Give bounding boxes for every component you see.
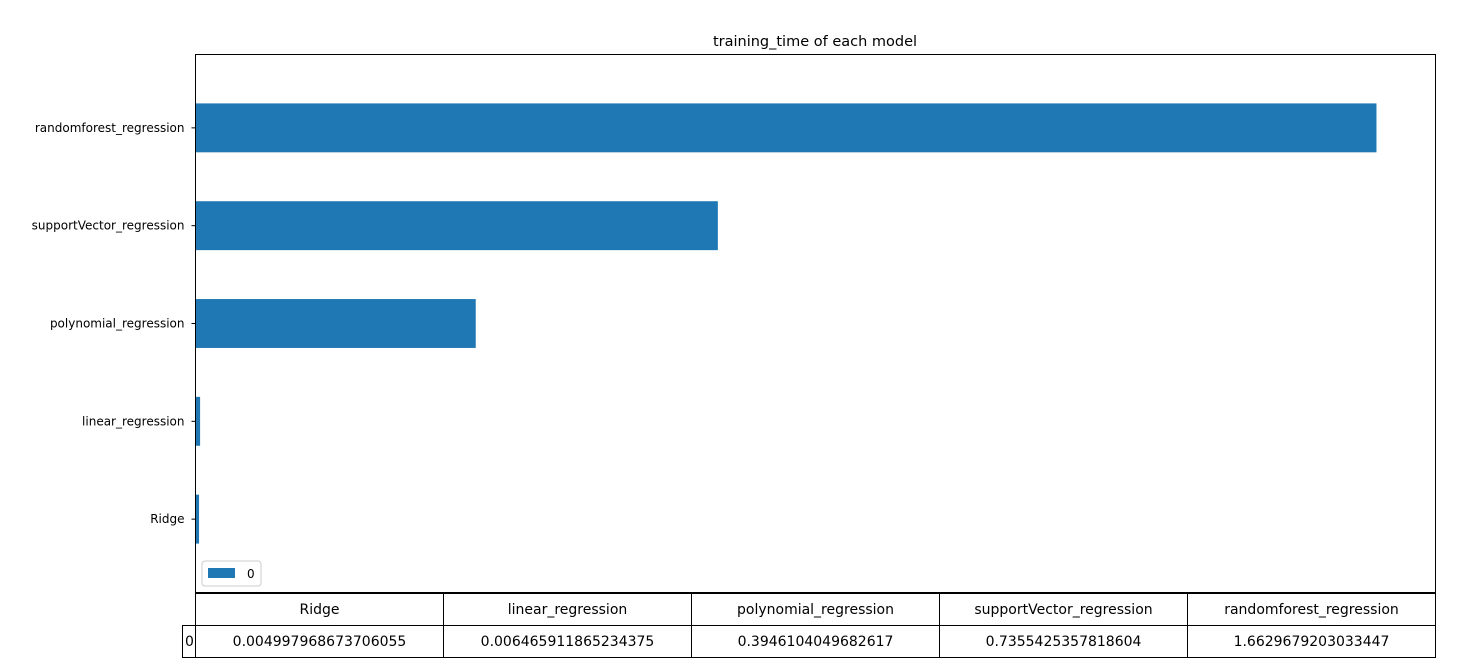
table-header-cell: Ridge <box>195 593 444 626</box>
bar-linear_regression <box>195 396 201 446</box>
table-cell: 0.006465911865234375 <box>443 625 692 658</box>
table-header-cell: polynomial_regression <box>691 593 940 626</box>
table-header-cell: randomforest_regression <box>1187 593 1436 626</box>
table-header-cell: linear_regression <box>443 593 692 626</box>
table-cell: 0.004997968673706055 <box>195 625 444 658</box>
table-cell: 1.6629679203033447 <box>1187 625 1436 658</box>
table-cell: 0.7355425357818604 <box>939 625 1188 658</box>
bar-Ridge <box>195 494 200 544</box>
table-header-cell: supportVector_regression <box>939 593 1188 626</box>
data-table: Ridge linear_regression polynomial_regre… <box>182 593 1436 658</box>
y-tick-label: Ridge <box>150 512 184 526</box>
legend-label: 0 <box>247 567 255 581</box>
bars-group <box>195 103 1377 544</box>
y-tick-label: linear_regression <box>82 414 184 428</box>
legend-swatch <box>208 568 235 578</box>
table-cell: 0.3946104049682617 <box>691 625 940 658</box>
y-tick-label: polynomial_regression <box>50 317 185 331</box>
y-tick-label: supportVector_regression <box>32 219 185 233</box>
chart-title: training_time of each model <box>713 34 917 50</box>
bar-randomforest_regression <box>195 103 1377 153</box>
y-axis-ticks: Ridge linear_regression polynomial_regress… <box>32 121 196 526</box>
y-tick-label: randomforest_regression <box>35 121 185 135</box>
legend: 0 <box>201 560 262 587</box>
bar-polynomial_regression <box>195 299 476 348</box>
table-row-label: 0 <box>182 625 196 658</box>
table-row: 0 0.004997968673706055 0.006465911865234… <box>182 625 1436 658</box>
plot-frame <box>195 54 1436 593</box>
bar-supportVector_regression <box>195 201 718 251</box>
bar-chart: training_time of each model Ridge linear_… <box>32 34 1436 593</box>
table-corner-cell <box>183 594 196 626</box>
table-header-row: Ridge linear_regression polynomial_regre… <box>183 593 1436 626</box>
